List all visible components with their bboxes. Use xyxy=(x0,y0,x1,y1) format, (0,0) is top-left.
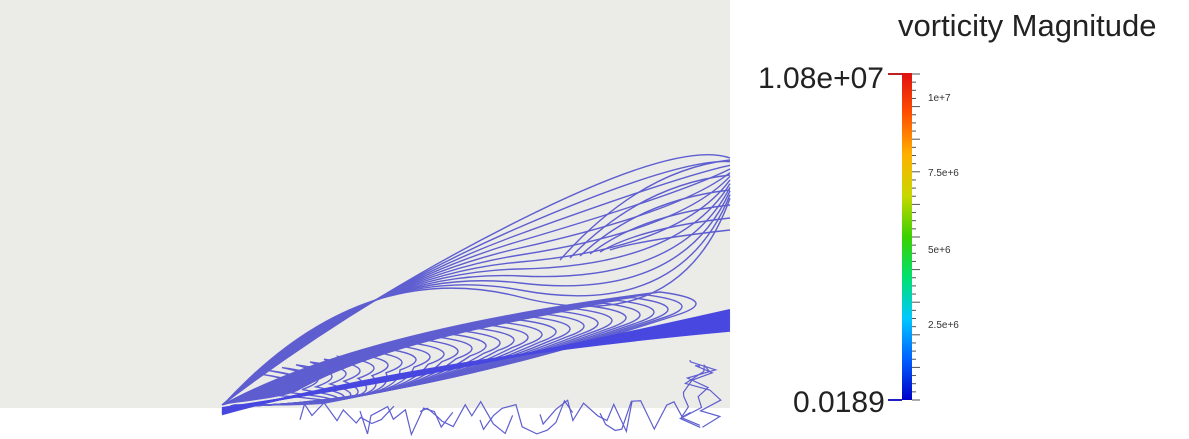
contour-line xyxy=(227,372,329,406)
contour-line xyxy=(589,204,731,255)
noise-contour xyxy=(479,399,574,435)
colorbar xyxy=(902,73,912,400)
noise-contour xyxy=(539,399,633,434)
colorbar-min-label: 0.0189 xyxy=(793,386,885,419)
colorbar-tick-label: 1e+7 xyxy=(928,93,951,104)
contour-line xyxy=(559,159,731,261)
contour-line xyxy=(221,153,731,406)
contour-line xyxy=(222,190,731,406)
noise-contour xyxy=(683,363,722,428)
noise-contour xyxy=(359,405,454,437)
contour-line xyxy=(221,164,731,406)
contour-line xyxy=(579,189,731,257)
colorbar-tick-label: 2.5e+6 xyxy=(928,320,959,331)
contour-line xyxy=(569,174,731,259)
noise-contour xyxy=(419,400,514,435)
contour-line xyxy=(221,329,731,416)
contour-line xyxy=(221,160,731,406)
colorbar-title: vorticity Magnitude xyxy=(898,8,1157,43)
noise-contour xyxy=(680,364,714,426)
contour-line xyxy=(222,194,731,405)
contour-line xyxy=(221,168,731,406)
contour-line xyxy=(222,186,731,406)
contour-line xyxy=(222,175,731,406)
contour-line xyxy=(222,179,731,406)
colorbar-max-label: 1.08e+07 xyxy=(758,62,884,95)
colorbar-tick-label: 7.5e+6 xyxy=(928,168,959,179)
colorbar-ticks xyxy=(912,73,920,401)
noise-contour xyxy=(299,401,395,425)
colorbar-tick-label: 5e+6 xyxy=(928,245,951,256)
noise-contour xyxy=(599,400,691,432)
lower-noise-contours xyxy=(299,359,722,437)
noise-contour xyxy=(679,359,718,428)
contour-lines xyxy=(221,153,731,416)
contour-line xyxy=(599,217,731,253)
contour-line xyxy=(609,229,731,251)
contour-line xyxy=(222,183,731,406)
contour-line xyxy=(223,198,731,405)
